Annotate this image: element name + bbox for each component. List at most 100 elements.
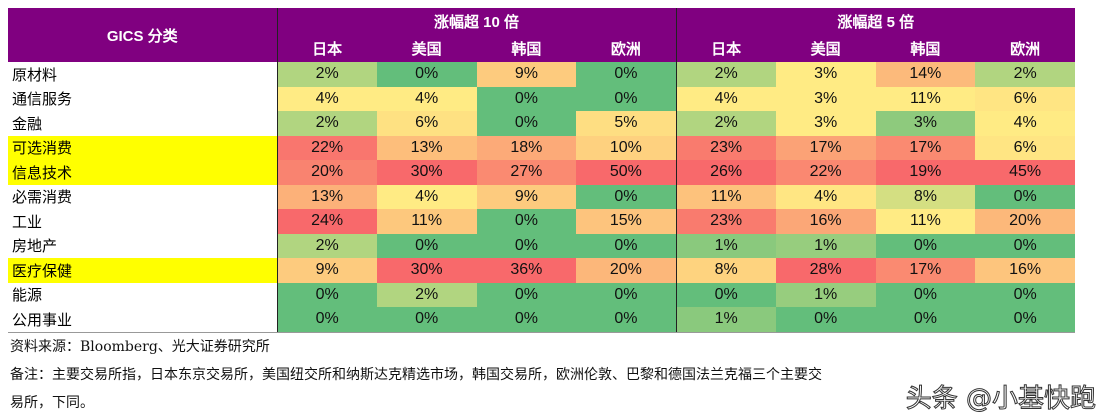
heatmap-cell: 2% bbox=[277, 233, 377, 258]
column-header: 韩国 bbox=[476, 35, 577, 62]
heatmap-cell: 0% bbox=[277, 307, 377, 333]
heatmap-cell: 20% bbox=[975, 209, 1075, 234]
heatmap-cell: 18% bbox=[476, 135, 577, 160]
column-header: 美国 bbox=[376, 35, 477, 62]
heatmap-cell: 17% bbox=[875, 258, 976, 283]
heatmap-cell: 0% bbox=[975, 233, 1075, 258]
heatmap-cell: 0% bbox=[975, 184, 1075, 209]
heatmap-cell: 1% bbox=[675, 233, 776, 258]
heatmap-cell: 0% bbox=[376, 307, 477, 333]
heatmap-cell: 13% bbox=[376, 135, 477, 160]
heatmap-cell: 3% bbox=[875, 111, 976, 136]
heatmap-cell: 26% bbox=[675, 160, 776, 185]
row-label: 必需消费 bbox=[8, 184, 278, 209]
column-header: 欧洲 bbox=[576, 35, 676, 62]
row-label: 通信服务 bbox=[8, 86, 278, 111]
remark-line-1: 备注：主要交易所指，日本东京交易所，美国纽交所和纳斯达克精选市场，韩国交易所，欧… bbox=[10, 367, 822, 383]
heatmap-cell: 9% bbox=[277, 258, 377, 283]
group-header-10x: 涨幅超 10 倍 bbox=[277, 8, 676, 35]
heatmap-cell: 19% bbox=[875, 160, 976, 185]
heatmap-cell: 15% bbox=[576, 209, 676, 234]
heatmap-cell: 2% bbox=[675, 62, 776, 87]
heatmap-cell: 45% bbox=[975, 160, 1075, 185]
heatmap-cell: 16% bbox=[775, 209, 876, 234]
heatmap-cell: 0% bbox=[576, 62, 676, 87]
heatmap-cell: 0% bbox=[775, 307, 876, 333]
heatmap-cell: 4% bbox=[975, 111, 1075, 136]
heatmap-cell: 0% bbox=[476, 209, 577, 234]
heatmap-cell: 13% bbox=[277, 184, 377, 209]
table-row: 金融 2% 6% 0% 5% 2% 3% 3% 4% bbox=[8, 111, 1075, 136]
column-header: 美国 bbox=[775, 35, 876, 62]
heatmap-cell: 17% bbox=[775, 135, 876, 160]
heatmap-cell: 0% bbox=[576, 86, 676, 111]
table-row: 信息技术 20% 30% 27% 50% 26% 22% 19% 45% bbox=[8, 160, 1075, 185]
heatmap-cell: 3% bbox=[775, 86, 876, 111]
heatmap-cell: 30% bbox=[376, 258, 477, 283]
row-label: 房地产 bbox=[8, 233, 278, 258]
table-row: 原材料 2% 0% 9% 0% 2% 3% 14% 2% bbox=[8, 62, 1075, 87]
heatmap-cell: 0% bbox=[875, 282, 976, 307]
heatmap-table: GICS 分类 涨幅超 10 倍 涨幅超 5 倍 日本 美国 韩国 欧洲 日本 美国 韩国欧… bbox=[8, 8, 1075, 333]
heatmap-cell: 1% bbox=[775, 282, 876, 307]
heatmap-cell: 4% bbox=[277, 86, 377, 111]
heatmap-cell: 1% bbox=[775, 233, 876, 258]
heatmap-cell: 8% bbox=[875, 184, 976, 209]
heatmap-cell: 11% bbox=[875, 86, 976, 111]
heatmap-cell: 24% bbox=[277, 209, 377, 234]
heatmap-cell: 4% bbox=[376, 184, 477, 209]
row-header: GICS 分类 bbox=[8, 8, 278, 62]
heatmap-cell: 0% bbox=[576, 307, 676, 333]
heatmap-cell: 22% bbox=[775, 160, 876, 185]
row-label: 可选消费 bbox=[8, 135, 278, 160]
table-row: 工业 24% 11% 0% 15% 23% 16% 11% 20% bbox=[8, 209, 1075, 234]
heatmap-cell: 6% bbox=[975, 135, 1075, 160]
table-row: 能源 0% 2% 0% 0% 0% 1% 0% 0% bbox=[8, 282, 1075, 307]
row-label: 金融 bbox=[8, 111, 278, 136]
heatmap-cell: 22% bbox=[277, 135, 377, 160]
row-label: 信息技术 bbox=[8, 160, 278, 185]
table-row: 必需消费 13% 4% 9% 0% 11% 4% 8% 0% bbox=[8, 184, 1075, 209]
heatmap-cell: 0% bbox=[576, 233, 676, 258]
heatmap-cell: 0% bbox=[476, 233, 577, 258]
table-row: 房地产 2% 0% 0% 0% 1% 1% 0% 0% bbox=[8, 233, 1075, 258]
heatmap-cell: 30% bbox=[376, 160, 477, 185]
heatmap-cell: 0% bbox=[975, 282, 1075, 307]
heatmap-cell: 27% bbox=[476, 160, 577, 185]
column-header: 欧洲 bbox=[975, 35, 1075, 62]
heatmap-cell: 0% bbox=[376, 233, 477, 258]
heatmap-cell: 17% bbox=[875, 135, 976, 160]
heatmap-cell: 0% bbox=[576, 282, 676, 307]
row-label: 公用事业 bbox=[8, 307, 278, 333]
heatmap-cell: 9% bbox=[476, 62, 577, 87]
heatmap-cell: 1% bbox=[675, 307, 776, 333]
heatmap-cell: 4% bbox=[376, 86, 477, 111]
heatmap-cell: 2% bbox=[376, 282, 477, 307]
heatmap-cell: 0% bbox=[476, 307, 577, 333]
row-label: 能源 bbox=[8, 282, 278, 307]
heatmap-cell: 3% bbox=[775, 111, 876, 136]
heatmap-cell: 36% bbox=[476, 258, 577, 283]
row-label: 原材料 bbox=[8, 62, 278, 87]
heatmap-cell: 4% bbox=[675, 86, 776, 111]
heatmap-cell: 11% bbox=[675, 184, 776, 209]
heatmap-cell: 0% bbox=[576, 184, 676, 209]
table-row: 可选消费 22% 13% 18% 10% 23% 17% 17% 6% bbox=[8, 135, 1075, 160]
heatmap-cell: 20% bbox=[576, 258, 676, 283]
heatmap-cell: 23% bbox=[675, 135, 776, 160]
heatmap-cell: 0% bbox=[476, 111, 577, 136]
heatmap-cell: 11% bbox=[376, 209, 477, 234]
column-header: 日本 bbox=[277, 35, 377, 62]
heatmap-cell: 0% bbox=[975, 307, 1075, 333]
table-row: 医疗保健 9% 30% 36% 20% 8% 28% 17% 16% bbox=[8, 258, 1075, 283]
heatmap-cell: 6% bbox=[975, 86, 1075, 111]
heatmap-cell: 50% bbox=[576, 160, 676, 185]
heatmap-cell: 20% bbox=[277, 160, 377, 185]
heatmap-cell: 0% bbox=[376, 62, 477, 87]
heatmap-cell: 23% bbox=[675, 209, 776, 234]
heatmap-cell: 0% bbox=[875, 233, 976, 258]
heatmap-cell: 5% bbox=[576, 111, 676, 136]
heatmap-cell: 6% bbox=[376, 111, 477, 136]
heatmap-cell: 10% bbox=[576, 135, 676, 160]
heatmap-cell: 2% bbox=[975, 62, 1075, 87]
